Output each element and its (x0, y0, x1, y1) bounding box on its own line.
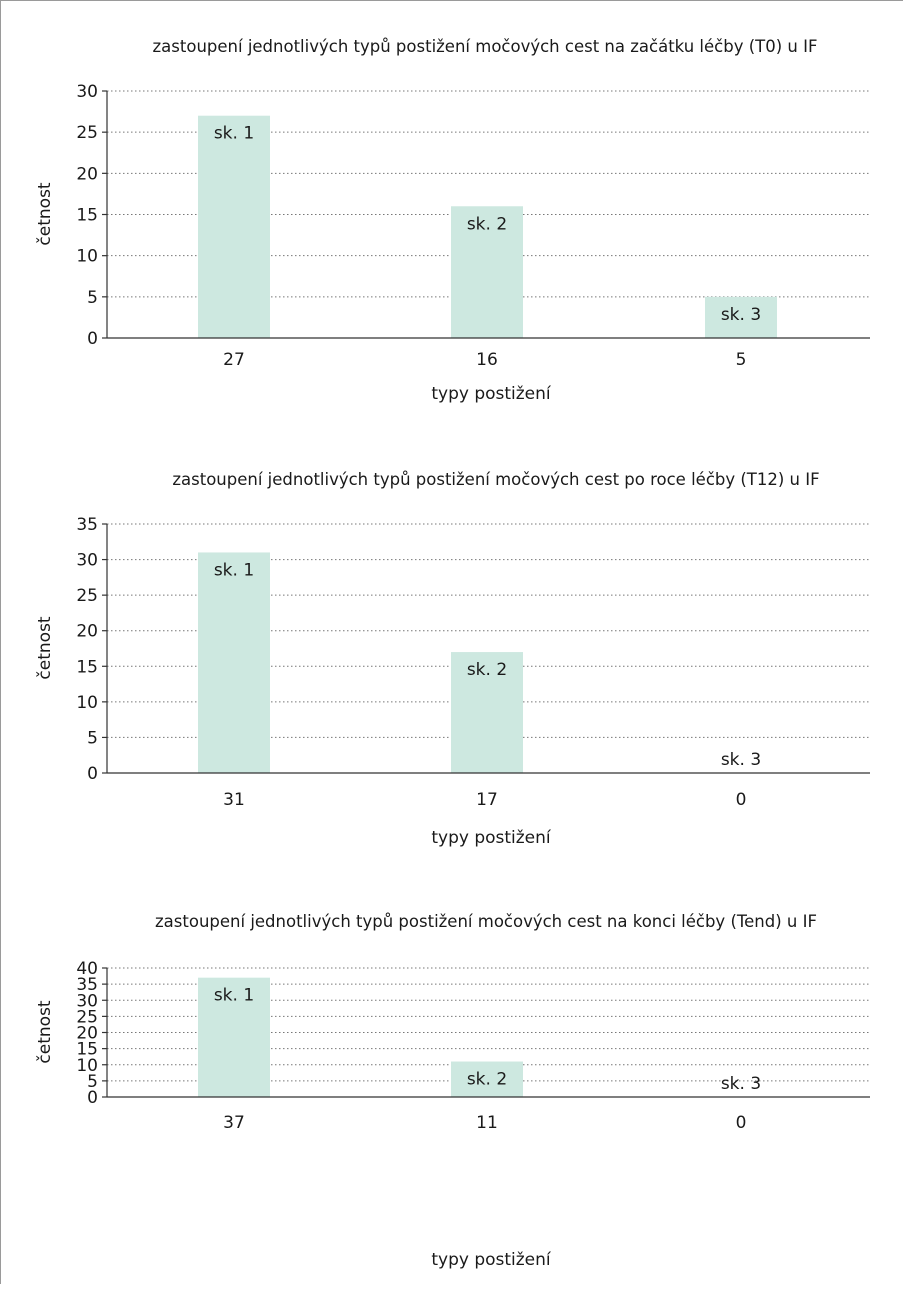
x-tick-label: 27 (223, 350, 245, 370)
x-tick-label: 0 (736, 1113, 747, 1133)
bar-label: sk. 3 (721, 1074, 761, 1094)
y-tick-label: 15 (76, 657, 98, 677)
y-tick-label: 40 (76, 959, 98, 979)
x-tick-label: 31 (223, 790, 245, 810)
y-axis-title: četnost (35, 1000, 55, 1064)
bar (198, 115, 270, 338)
y-tick-label: 25 (76, 123, 98, 143)
y-tick-label: 25 (76, 1007, 98, 1027)
bar-label: sk. 1 (214, 560, 254, 580)
y-tick-label: 20 (76, 1024, 98, 1044)
y-axis-title: četnost (35, 616, 55, 680)
bar-label: sk. 3 (721, 305, 761, 325)
bar-label: sk. 2 (467, 660, 507, 680)
x-axis-title: typy postižení (431, 1250, 552, 1270)
y-tick-label: 0 (87, 764, 98, 784)
x-axis-title: typy postižení (431, 384, 552, 404)
x-tick-label: 17 (476, 790, 498, 810)
y-tick-label: 0 (87, 1088, 98, 1108)
y-tick-label: 0 (87, 329, 98, 349)
bar (705, 296, 777, 338)
y-tick-label: 20 (76, 164, 98, 184)
chart-title: zastoupení jednotlivých typů postižení m… (155, 912, 817, 931)
y-axis-title: četnost (35, 182, 55, 246)
y-tick-label: 30 (76, 991, 98, 1011)
y-tick-label: 5 (87, 1072, 98, 1092)
bar (198, 977, 270, 1097)
x-tick-label: 5 (736, 350, 747, 370)
x-axis-title: typy postižení (431, 828, 552, 848)
x-tick-label: 11 (476, 1113, 498, 1133)
bar-label: sk. 2 (467, 1070, 507, 1090)
y-tick-label: 35 (76, 515, 98, 535)
y-tick-label: 10 (76, 1056, 98, 1076)
y-tick-label: 15 (76, 206, 98, 226)
bar-label: sk. 1 (214, 124, 254, 144)
y-tick-label: 5 (87, 288, 98, 308)
bar (451, 206, 523, 338)
bar (451, 652, 523, 773)
y-tick-label: 5 (87, 728, 98, 748)
bar (198, 552, 270, 773)
y-tick-label: 15 (76, 1040, 98, 1060)
x-tick-label: 16 (476, 350, 498, 370)
y-tick-label: 30 (76, 551, 98, 571)
y-tick-label: 10 (76, 247, 98, 267)
x-tick-label: 0 (736, 790, 747, 810)
y-tick-label: 10 (76, 693, 98, 713)
bar-label: sk. 3 (721, 750, 761, 770)
x-tick-label: 37 (223, 1113, 245, 1133)
y-tick-label: 20 (76, 622, 98, 642)
bar (451, 1061, 523, 1097)
chart-title: zastoupení jednotlivých typů postižení m… (172, 470, 819, 489)
y-tick-label: 25 (76, 586, 98, 606)
chart-title: zastoupení jednotlivých typů postižení m… (153, 37, 818, 56)
bar-label: sk. 1 (214, 986, 254, 1006)
bar-label: sk. 2 (467, 214, 507, 234)
y-tick-label: 35 (76, 975, 98, 995)
y-tick-label: 30 (76, 82, 98, 102)
